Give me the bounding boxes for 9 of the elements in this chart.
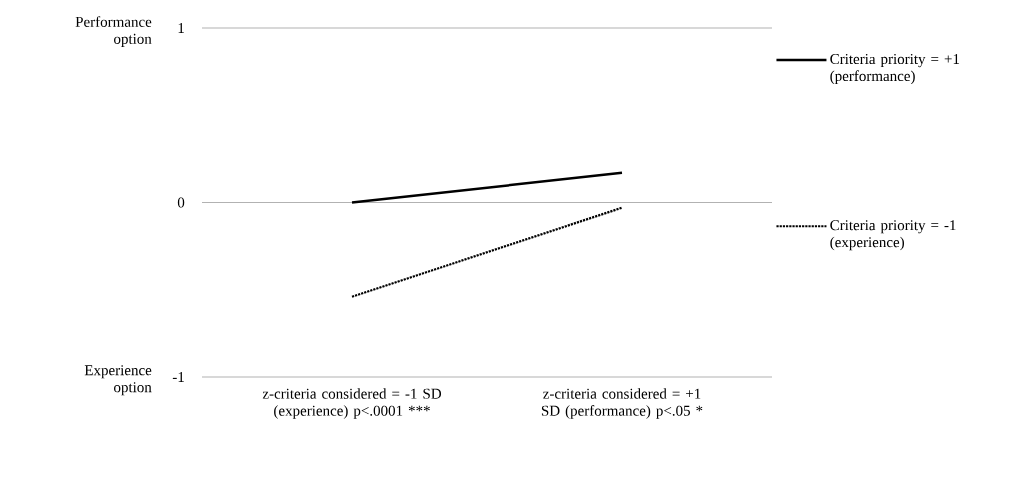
y-tick-label: 0 (177, 197, 185, 208)
x-tick-label: z-criteria considered = +1 SD (performance) p<.05 * (541, 388, 703, 419)
y-tick-label: 1 (178, 23, 184, 33)
x-tick-label: z-criteria considered = -1 SD (experience) p<.0001 *** (262, 388, 442, 419)
legend-label: Criteria priority = -1 (experience) (830, 220, 956, 251)
legend-label: Criteria priority = +1 (performance) (830, 54, 960, 85)
text: Experience option (84, 365, 152, 396)
text: Performance option (75, 16, 152, 47)
y-tick-label: -1 (172, 372, 184, 382)
